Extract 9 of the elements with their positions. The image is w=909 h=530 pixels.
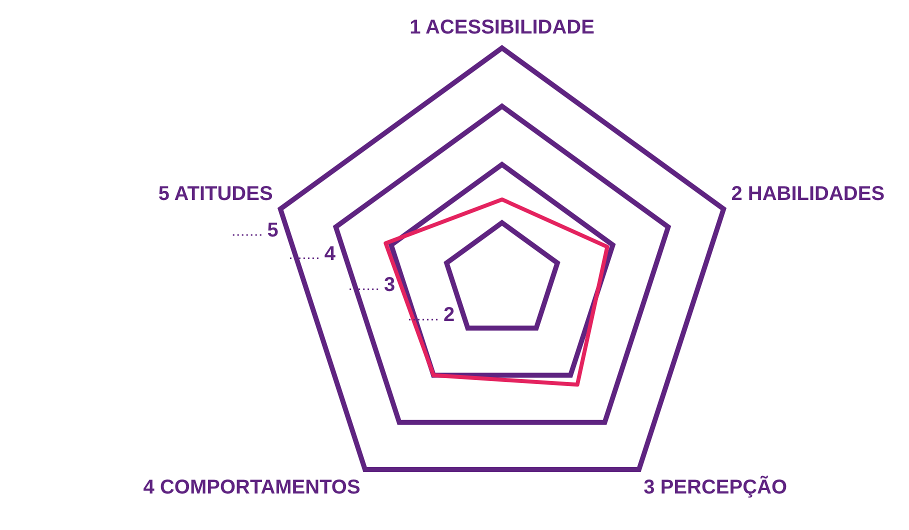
- spoke-label: 5 ATITUDES: [158, 183, 273, 206]
- spoke-label: 3 PERCEPÇÃO: [644, 475, 788, 498]
- spoke-label: 2 HABILIDADES: [731, 183, 885, 206]
- y-tick-label: 4: [324, 242, 336, 265]
- y-tick-label: 2: [443, 304, 455, 326]
- y-tick-label: 3: [384, 274, 396, 296]
- spoke-label: 1 ACESSIBILIDADE: [410, 16, 594, 39]
- spoke-label: 4 COMPORTAMENTOS: [143, 476, 360, 498]
- y-tick-label: 5: [267, 220, 278, 242]
